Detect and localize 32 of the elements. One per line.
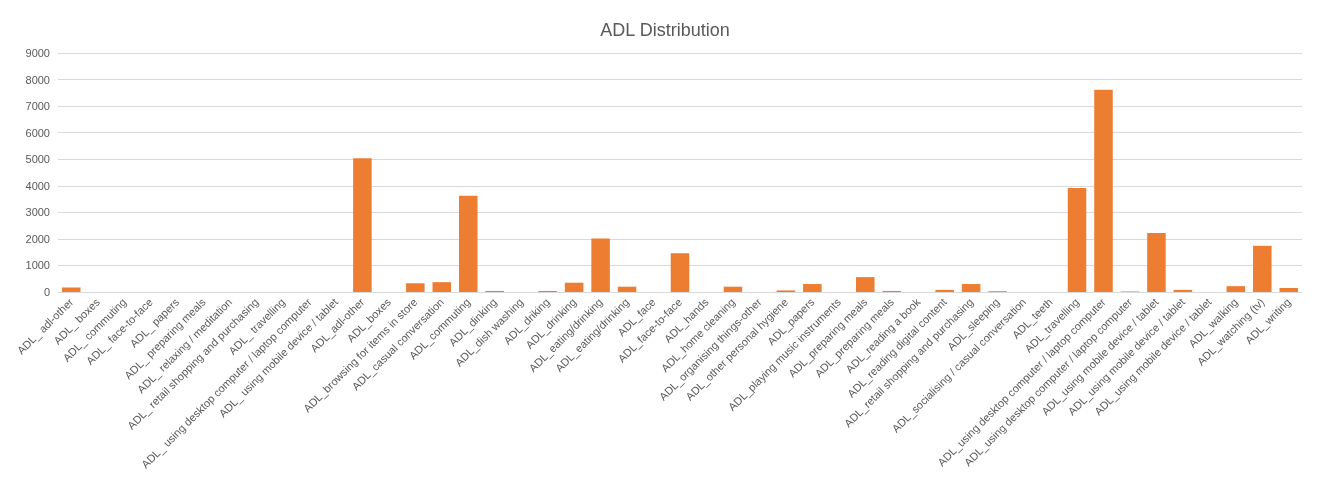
bar: [935, 289, 954, 292]
bar: [458, 195, 478, 292]
y-tick-label: 1000: [25, 259, 50, 272]
y-tick-label: 4000: [25, 179, 50, 192]
bar: [723, 286, 743, 292]
y-tick-label: 8000: [25, 73, 50, 86]
y-tick-label: 3000: [25, 206, 50, 219]
bar: [406, 283, 425, 292]
bar: [1279, 288, 1299, 292]
y-tick-label: 0: [43, 286, 50, 298]
bar: [591, 238, 610, 292]
bar: [1147, 233, 1166, 292]
chart-title: ADL Distribution: [600, 20, 730, 40]
y-tick-label: 9000: [25, 47, 50, 59]
y-tick-label: 5000: [25, 153, 50, 166]
bar: [1253, 245, 1272, 292]
bar: [856, 277, 875, 292]
bar: [1173, 289, 1193, 292]
bar: [1094, 89, 1113, 292]
y-tick-label: 6000: [25, 126, 50, 139]
bar: [670, 253, 690, 292]
y-tick-label: 7000: [25, 100, 50, 113]
y-tick-label: 2000: [25, 232, 50, 245]
bar: [1226, 286, 1246, 292]
bar: [564, 282, 584, 292]
bar: [432, 282, 452, 292]
bar: [353, 158, 372, 292]
bar: [617, 286, 637, 292]
bar: [961, 284, 981, 292]
bar: [1067, 187, 1087, 292]
bar: [61, 287, 81, 292]
bar: [803, 284, 822, 292]
